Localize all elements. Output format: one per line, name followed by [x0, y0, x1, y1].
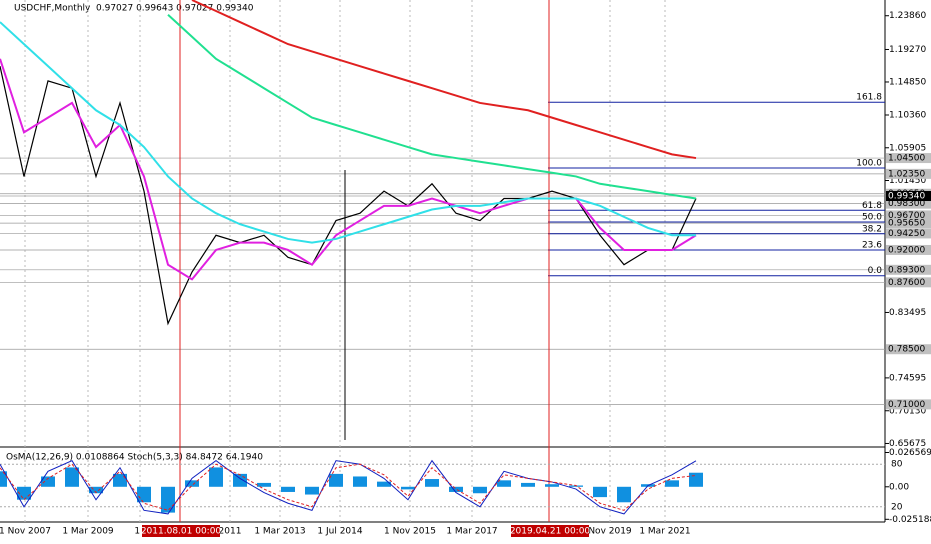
x-tick-label: 1 Jul 2014	[317, 527, 362, 537]
level-label: 1.04500	[888, 154, 925, 164]
level-label: 0.98300	[888, 199, 925, 209]
fib-label: 161.8	[856, 93, 882, 103]
y-tick-label: 1.10360	[889, 110, 926, 120]
level-label: 1.02350	[888, 169, 925, 179]
osma-bar	[401, 486, 415, 490]
y-tick-label: 0.70130	[889, 406, 926, 416]
series-line	[191, 0, 697, 160]
y-tick-label: 0.74595	[889, 373, 926, 383]
y-tick-label: 1.14850	[889, 77, 926, 87]
osma-bar	[617, 486, 631, 503]
level-box	[886, 218, 931, 229]
osma-bar	[353, 476, 367, 487]
x-tick-label: 1 Nov 2007	[0, 527, 51, 537]
x-tick-label: Nov 2019	[588, 527, 632, 537]
level-box	[886, 210, 931, 221]
osma-bar	[665, 480, 679, 487]
series-line	[0, 21, 696, 244]
ohlc-header: 0.97027 0.99643 0.97027 0.99340	[96, 4, 254, 14]
osma-bar	[377, 481, 391, 487]
x-tick-label: 2011	[219, 527, 242, 537]
osma-bar	[473, 486, 487, 494]
stoch-tick-label: 80	[891, 460, 903, 470]
fib-label: 38.2	[862, 224, 882, 234]
marker-label: 2019.04.21 00:00	[510, 527, 591, 537]
level-label: 0.94250	[888, 229, 925, 239]
level-box	[886, 399, 931, 410]
y-tick-label: 1.19270	[889, 45, 926, 55]
level-label: 0.96700	[888, 211, 925, 221]
level-box	[886, 198, 931, 209]
level-label: 0.87600	[888, 278, 925, 288]
x-tick-label: 1 Mar 2009	[62, 527, 114, 537]
level-box	[886, 168, 931, 179]
osma-bar	[281, 486, 295, 492]
level-box	[886, 153, 931, 164]
osma-bar	[329, 473, 343, 487]
marker-label: 2011.08.01 00:00	[141, 527, 222, 537]
osma-tick-label: -0.025188	[889, 515, 931, 525]
osma-bar	[569, 485, 583, 487]
osma-bar	[425, 479, 439, 487]
series-line	[167, 13, 697, 200]
osma-bar	[497, 480, 511, 487]
fib-label: 0.0	[868, 266, 883, 276]
level-box	[886, 277, 931, 288]
osma-bar	[113, 473, 127, 487]
level-label: 0.71000	[888, 400, 925, 410]
level-label: 0.89300	[888, 265, 925, 275]
price-box	[886, 191, 931, 202]
indicator-title: OsMA(12,26,9) 0.0108864 Stoch(5,3,3) 84.…	[6, 453, 263, 463]
osma-bar	[689, 472, 703, 487]
osma-bar	[233, 473, 247, 487]
osma-bar	[257, 482, 271, 487]
fib-label: 23.6	[862, 240, 882, 250]
level-box	[886, 264, 931, 275]
osma-bar	[521, 482, 535, 487]
osma-bar	[17, 486, 31, 500]
x-tick-label: 1 Mar 2017	[446, 527, 497, 537]
osma-bar	[41, 476, 55, 487]
level-label: 0.78500	[888, 345, 925, 355]
stoch-tick-label: 20	[891, 502, 903, 512]
level-box	[886, 344, 931, 355]
x-tick-label: 1 Nov 2015	[384, 527, 436, 537]
osma-tick-label: 0.00	[889, 482, 909, 492]
osma-bar	[65, 467, 79, 487]
level-box	[886, 228, 931, 239]
fib-label: 61.8	[862, 201, 882, 211]
marker-box	[142, 525, 220, 537]
y-tick-label: 1.23860	[889, 11, 926, 21]
stoch-line	[0, 459, 697, 515]
level-label: 0.92000	[888, 245, 925, 255]
osma-bar	[89, 486, 103, 494]
series-line	[0, 58, 697, 281]
osma-bar	[545, 484, 559, 487]
osma-bar	[185, 480, 199, 487]
osma-bar	[161, 486, 175, 513]
osma-bar	[449, 486, 463, 492]
fib-label: 50.0	[862, 213, 882, 223]
osma-bar	[593, 486, 607, 498]
marker-box	[511, 525, 589, 537]
y-tick-label: 0.83495	[889, 308, 926, 318]
osma-bar	[209, 467, 223, 487]
y-tick-label: 0.65675	[889, 439, 926, 449]
current-price-label: 0.99340	[888, 192, 925, 202]
osma-bar	[137, 486, 151, 503]
osma-bar	[305, 486, 319, 495]
osma-bar	[0, 471, 7, 487]
osma-tick-label: 0.0265697	[889, 448, 931, 458]
chart-title: USDCHF,Monthly	[14, 4, 91, 14]
x-tick-label: 1 Mar 2013	[254, 527, 305, 537]
level-box	[886, 244, 931, 255]
x-tick-label: 1 J	[134, 527, 145, 537]
x-tick-label: 1 Mar 2021	[639, 527, 690, 537]
stoch-line	[0, 463, 697, 511]
fib-label: 100.0	[856, 158, 882, 168]
y-tick-label: 1.01450	[889, 176, 926, 186]
level-label: 0.95650	[888, 219, 925, 229]
y-tick-label: 1.05905	[889, 143, 926, 153]
